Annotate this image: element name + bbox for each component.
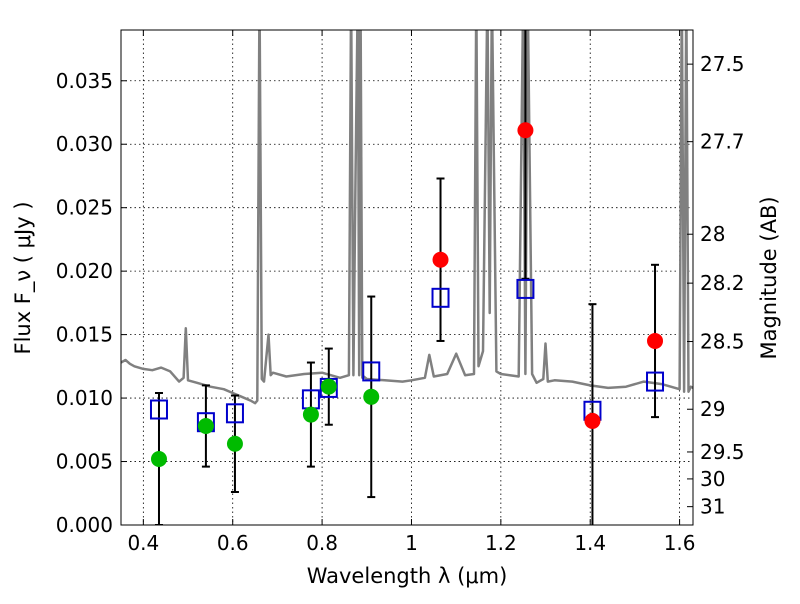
model-spectrum-line xyxy=(121,30,693,405)
mag-tick-label: 31 xyxy=(700,495,725,519)
plot-frame xyxy=(120,29,694,526)
y-tick-label: 0.010 xyxy=(56,386,113,410)
observed-optical-point xyxy=(150,451,167,467)
model-photometry-square xyxy=(516,278,535,299)
observed-optical-point xyxy=(226,435,243,452)
y-tick-label: 0.030 xyxy=(56,132,113,156)
observed-infrared-point xyxy=(584,412,601,429)
observed-optical-point xyxy=(363,388,380,405)
mag-tick-label: 27.5 xyxy=(700,52,745,76)
x-tick-label: 1.4 xyxy=(574,531,606,555)
y-tick-label: 0.005 xyxy=(56,450,113,474)
axes-ticks: 0.4 0.6 0.8 1 1.2 1.4 1.6 0.000 0.005 0.010 0.015 0… xyxy=(56,30,745,555)
model-photometry-square xyxy=(149,399,168,420)
mag-tick-label: 28.5 xyxy=(700,330,745,354)
mag-tick-label: 28.2 xyxy=(700,271,745,295)
x-tick-label: 0.6 xyxy=(217,531,249,555)
model-photometry-square xyxy=(646,371,665,392)
y-tick-label: 0.015 xyxy=(56,323,113,347)
y-axis-label: Flux F_ν ( μJy ) xyxy=(11,201,36,354)
observed-optical-point xyxy=(197,418,214,434)
mag-tick-label: 27.7 xyxy=(700,130,745,154)
model-photometry-square xyxy=(362,361,381,382)
model-spectrum-layer xyxy=(121,30,693,405)
model-photometry-square xyxy=(431,287,450,308)
y-tick-label: 0.020 xyxy=(56,259,113,283)
observed-infrared-point xyxy=(517,122,534,139)
observed-optical-point xyxy=(302,406,319,423)
mag-tick-label: 30 xyxy=(700,467,725,491)
error-bars xyxy=(154,30,660,525)
x-tick-label: 1.6 xyxy=(664,531,696,555)
x-tick-label: 1 xyxy=(405,531,418,555)
observed-optical-point xyxy=(320,378,337,395)
mag-tick-label: 29 xyxy=(700,397,725,421)
data-markers xyxy=(149,122,665,467)
x-tick-label: 1.2 xyxy=(485,531,517,555)
y-tick-label: 0.025 xyxy=(56,196,113,220)
model-photometry-square xyxy=(225,403,244,424)
x-axis-label: Wavelength λ (μm) xyxy=(307,564,508,588)
y-tick-label: 0.000 xyxy=(56,513,113,537)
x-tick-label: 0.4 xyxy=(127,531,159,555)
right-axis-label: Magnitude (AB) xyxy=(757,196,781,359)
observed-infrared-point xyxy=(432,251,449,268)
x-tick-label: 0.8 xyxy=(306,531,338,555)
mag-tick-label: 28 xyxy=(700,222,725,246)
mag-tick-label: 29.5 xyxy=(700,440,745,464)
y-tick-label: 0.035 xyxy=(56,69,113,93)
observed-infrared-point xyxy=(647,332,664,349)
